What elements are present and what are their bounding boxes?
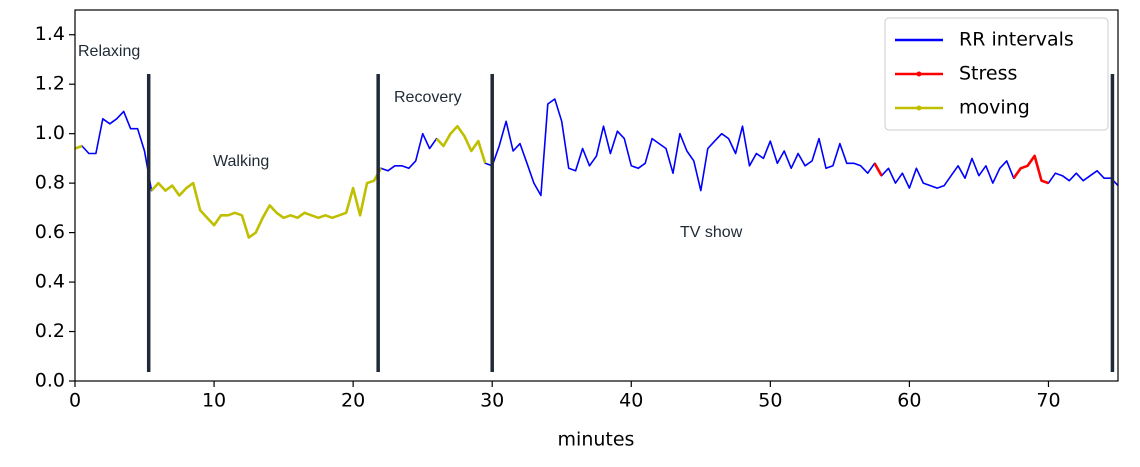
x-tick-label: 0 — [69, 390, 81, 412]
legend-marker — [916, 105, 922, 111]
y-tick-label: 0.2 — [35, 320, 65, 342]
x-tick-label: 30 — [480, 390, 504, 412]
y-tick-label: 1.4 — [35, 23, 65, 45]
y-tick-label: 0.8 — [35, 172, 65, 194]
annotation: Walking — [213, 153, 269, 170]
annotation: Relaxing — [78, 43, 140, 60]
y-tick-label: 0.4 — [35, 271, 65, 293]
legend-box — [884, 17, 1109, 131]
annotation: TV show — [680, 224, 743, 241]
x-tick-label: 10 — [202, 390, 226, 412]
legend-label: moving — [959, 97, 1030, 119]
legend-label: RR intervals — [959, 29, 1074, 51]
x-tick-label: 50 — [758, 390, 782, 412]
series-line — [873, 154, 1049, 185]
x-axis-label: minutes — [558, 429, 635, 451]
annotation: Recovery — [394, 89, 462, 106]
x-tick-label: 60 — [897, 390, 921, 412]
series-line — [74, 124, 487, 239]
y-tick-label: 0.0 — [35, 370, 65, 392]
x-tick-label: 40 — [619, 390, 643, 412]
legend-marker — [916, 71, 922, 77]
y-tick-label: 1.2 — [35, 73, 65, 95]
y-tick-label: 0.6 — [35, 221, 65, 243]
y-tick-label: 1.0 — [35, 122, 65, 144]
x-tick-label: 70 — [1036, 390, 1060, 412]
legend-label: Stress — [959, 63, 1017, 85]
plot-frame — [74, 9, 1119, 382]
x-tick-label: 20 — [341, 390, 365, 412]
